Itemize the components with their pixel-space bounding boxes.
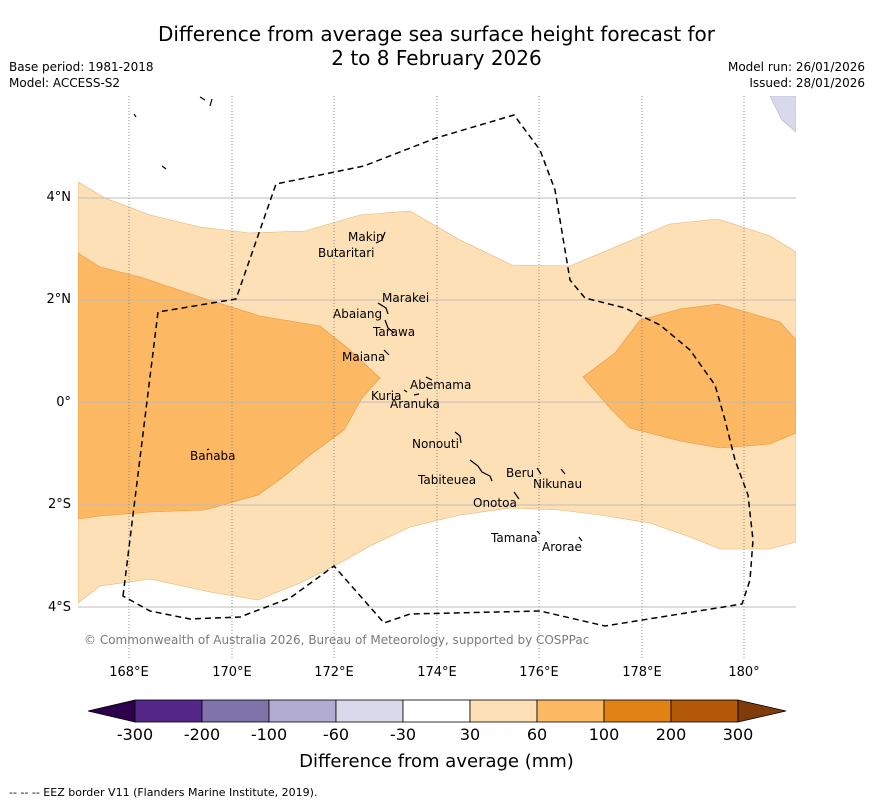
issued-date: Issued: 28/01/2026 bbox=[749, 76, 865, 90]
island-shape-maiana bbox=[383, 349, 390, 356]
island-shape-arorae bbox=[578, 536, 583, 542]
island-shape-marshall-1 bbox=[199, 96, 213, 107]
island-shape-tamana bbox=[536, 530, 541, 535]
lon-label-176e: 176°E bbox=[519, 665, 559, 680]
island-shape-tabiteuea bbox=[469, 459, 493, 482]
eez-border bbox=[122, 114, 754, 627]
island-shape-makin bbox=[375, 231, 386, 244]
island-shape-tarawa bbox=[384, 319, 395, 334]
island-label-banaba: Banaba bbox=[190, 449, 236, 463]
colorbar-tick-2: -200 bbox=[183, 725, 221, 744]
island-label-nikunau: Nikunau bbox=[533, 477, 583, 491]
island-label-maiana: Maiana bbox=[342, 350, 386, 364]
colorbar-bin-7 bbox=[536, 699, 605, 723]
island-label-onotoa: Onotoa bbox=[473, 496, 517, 510]
island-shape-abaiang bbox=[377, 302, 389, 315]
meta-left: Base period: 1981-2018 Model: ACCESS-S2 bbox=[9, 59, 154, 91]
colorbar-tick-1: -300 bbox=[116, 725, 154, 744]
colorbar bbox=[87, 699, 787, 723]
map-area bbox=[78, 96, 796, 658]
eez-legend-note: -- -- -- EEZ border V11 (Flanders Marine… bbox=[9, 786, 318, 799]
island-shape-abemama bbox=[425, 376, 433, 381]
contour-60-100-west bbox=[78, 252, 381, 520]
island-label-abaiang: Abaiang bbox=[333, 307, 383, 321]
island-label-tarawa: Tarawa bbox=[373, 325, 416, 339]
colorbar-tick-7: 60 bbox=[526, 725, 548, 744]
lat-label-0: 0° bbox=[56, 395, 71, 410]
island-label-kuria: Kuria bbox=[371, 389, 402, 403]
island-shape-banaba bbox=[206, 448, 210, 451]
colorbar-title: Difference from average (mm) bbox=[299, 751, 574, 772]
island-shape-onotoa bbox=[513, 491, 520, 500]
copyright-notice: © Commonwealth of Australia 2026, Bureau… bbox=[84, 633, 590, 647]
colorbar-tick-10: 300 bbox=[722, 725, 754, 744]
colorbar-tick-3: -100 bbox=[250, 725, 288, 744]
island-shape-beru bbox=[536, 467, 542, 475]
island-label-aranuka: Aranuka bbox=[390, 397, 440, 411]
base-period: Base period: 1981-2018 bbox=[9, 60, 154, 74]
map-title: Difference from average sea surface heig… bbox=[0, 22, 873, 70]
colorbar-bin-3 bbox=[268, 699, 337, 723]
island-label-tabiteuea: Tabiteuea bbox=[418, 473, 477, 487]
island-shape-kuria bbox=[403, 389, 420, 396]
meridians bbox=[128, 96, 745, 658]
colorbar-bin-5 bbox=[402, 699, 471, 723]
model-name: Model: ACCESS-S2 bbox=[9, 76, 121, 90]
colorbar-tick-9: 200 bbox=[655, 725, 687, 744]
contour-neg-30-60 bbox=[769, 96, 796, 133]
island-label-tamana: Tamana bbox=[491, 531, 538, 545]
lat-label-4s: 4°S bbox=[47, 600, 71, 615]
meta-right: Model run: 26/01/2026 Issued: 28/01/2026 bbox=[728, 59, 865, 91]
island-label-butaritari: Butaritari bbox=[318, 246, 375, 260]
lat-label-4n: 4°N bbox=[46, 190, 72, 205]
island-shapes bbox=[133, 96, 583, 542]
colorbar-extend-low bbox=[87, 699, 136, 723]
contour-30-60 bbox=[78, 181, 796, 604]
colorbar-extend-high bbox=[737, 699, 787, 723]
model-run: Model run: 26/01/2026 bbox=[727, 60, 865, 74]
island-shape-nikunau bbox=[560, 468, 566, 475]
colorbar-bin-1 bbox=[134, 699, 203, 723]
island-label-makin: Makin bbox=[348, 230, 384, 244]
colorbar-bin-2 bbox=[201, 699, 270, 723]
island-label-abemama: Abemama bbox=[410, 378, 472, 392]
lon-label-170e: 170°E bbox=[212, 665, 252, 680]
title-line-2: 2 to 8 February 2026 bbox=[331, 46, 542, 70]
lon-label-172e: 172°E bbox=[314, 665, 354, 680]
lat-label-2s: 2°S bbox=[47, 497, 71, 512]
island-label-arorae: Arorae bbox=[542, 540, 582, 554]
colorbar-tick-6: 30 bbox=[459, 725, 481, 744]
colorbar-tick-4: -60 bbox=[322, 725, 350, 744]
colorbar-tick-5: -30 bbox=[389, 725, 417, 744]
colorbar-bin-9 bbox=[670, 699, 739, 723]
lon-label-168e: 168°E bbox=[109, 665, 149, 680]
island-label-nonouti: Nonouti bbox=[412, 437, 459, 451]
island-shape-marshall-3 bbox=[161, 165, 167, 170]
lon-label-178e: 178°E bbox=[622, 665, 662, 680]
island-shape-nonouti bbox=[454, 431, 462, 444]
colorbar-tick-8: 100 bbox=[588, 725, 620, 744]
contour-60-100-east bbox=[582, 303, 796, 449]
island-shape-marshall-2 bbox=[133, 113, 137, 118]
island-label-beru: Beru bbox=[506, 466, 535, 480]
colorbar-bin-6 bbox=[469, 699, 538, 723]
colorbar-bin-8 bbox=[603, 699, 672, 723]
island-label-marakei: Marakei bbox=[382, 291, 430, 305]
title-line-1: Difference from average sea surface heig… bbox=[157, 22, 716, 46]
colorbar-bin-4 bbox=[335, 699, 404, 723]
lat-label-2n: 2°N bbox=[46, 292, 72, 307]
lon-label-174e: 174°E bbox=[417, 665, 457, 680]
lon-label-180: 180° bbox=[728, 665, 760, 680]
